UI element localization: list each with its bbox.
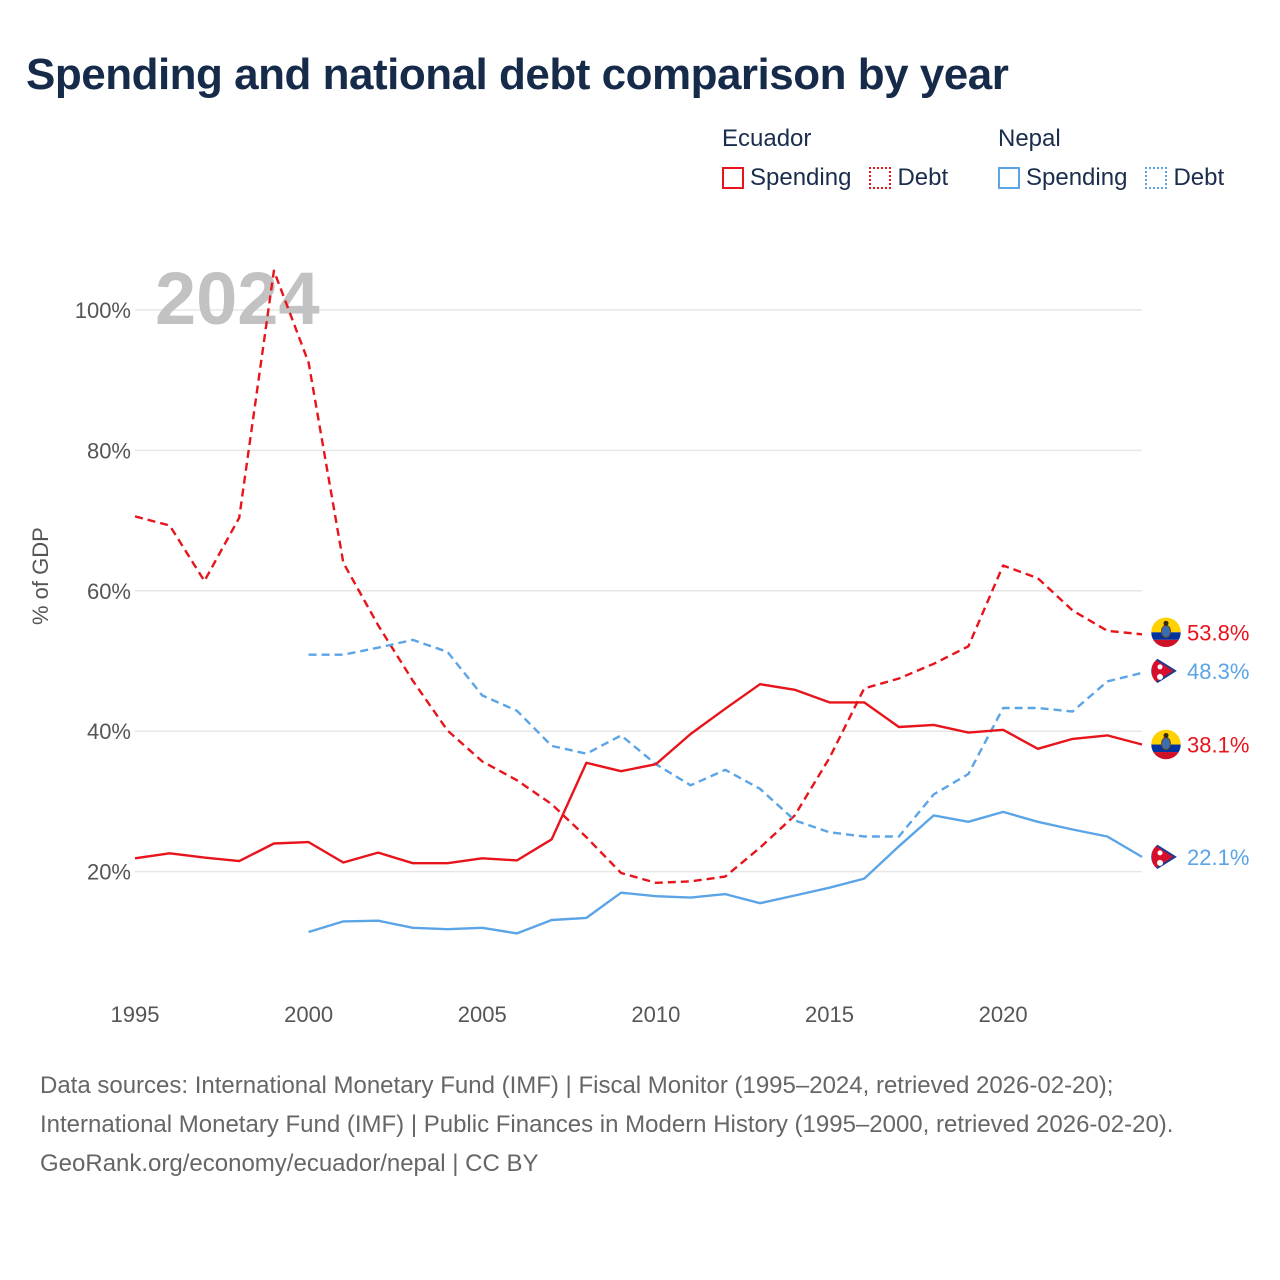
legend-item-label: Debt — [1173, 164, 1225, 191]
flag-stripe — [1151, 752, 1181, 760]
ecuador-flag-icon — [1150, 617, 1182, 648]
flag-sun — [1157, 673, 1163, 680]
dotted-swatch-icon — [869, 167, 892, 189]
footer: Data sources: International Monetary Fun… — [40, 1066, 1240, 1183]
end-value-label: 48.3% — [1187, 659, 1249, 684]
nepal-spending-line — [308, 810, 1143, 935]
flag-border — [1150, 655, 1182, 687]
solid-swatch-icon — [722, 167, 744, 189]
x-tick-label: 2010 — [631, 1002, 680, 1027]
flag-stripe — [1151, 639, 1181, 648]
flag-emblem — [1161, 737, 1171, 751]
end-value-label: 38.1% — [1187, 733, 1249, 758]
x-tick-label: 2005 — [458, 1002, 507, 1027]
flag-border — [1150, 617, 1182, 648]
nepal-flag-icon — [1150, 655, 1182, 687]
nepal-debt-line — [308, 638, 1143, 838]
flag-border — [1150, 841, 1182, 873]
legend-item-label: Spending — [1026, 164, 1128, 191]
legend-item-label: Spending — [750, 164, 852, 191]
ecuador-spending-line — [134, 683, 1143, 865]
end-value-label: 22.1% — [1187, 845, 1249, 870]
flag-emblem-condor — [1163, 733, 1169, 739]
flag-emblem-condor — [1163, 620, 1169, 626]
dotted-swatch-icon — [1145, 167, 1168, 189]
legend-group-name: Nepal — [998, 125, 1061, 152]
x-axis-ticks: 1995 2000 2005 2010 2015 2020 — [111, 1002, 1028, 1027]
y-tick-label: 60% — [87, 579, 131, 604]
end-value-label: 53.8% — [1187, 620, 1249, 645]
end-labels: 53.8% 48.3% 38.1% 22.1% — [1150, 617, 1249, 873]
legend-item-nepal-debt[interactable]: Debt — [1145, 164, 1224, 192]
y-axis-ticks: 20% 40% 60% 80% 100% — [75, 298, 131, 885]
y-tick-label: 80% — [87, 438, 131, 463]
flag-fill — [1151, 617, 1181, 648]
legend-item-ecuador-spending[interactable]: Spending — [722, 164, 851, 192]
nepal-flag-icon — [1150, 841, 1182, 873]
credit-link[interactable]: GeoRank.org/economy/ecuador/nepal | CC B… — [40, 1150, 539, 1177]
flag-pennant — [1151, 655, 1177, 686]
grid — [135, 309, 1142, 873]
flag-emblem — [1161, 624, 1171, 638]
flag-border — [1150, 729, 1182, 760]
x-tick-label: 2015 — [805, 1002, 854, 1027]
legend-group-ecuador: Ecuador Spending Debt — [722, 122, 966, 192]
line-chart: 20% 40% 60% 80% 100% 1995 2000 2005 2010 2015 202… — [75, 257, 1250, 1027]
legend-group-name: Ecuador — [722, 125, 812, 152]
year-overlay: 2024 — [155, 257, 320, 340]
flag-pennant — [1151, 841, 1177, 872]
series — [134, 269, 1143, 935]
flag-fill — [1151, 729, 1181, 760]
flag-moon — [1157, 664, 1163, 670]
legend-item-ecuador-debt[interactable]: Debt — [869, 164, 948, 192]
legend-item-nepal-spending[interactable]: Spending — [998, 164, 1127, 192]
legend-group-nepal: Nepal Spending Debt — [998, 122, 1224, 192]
data-sources: Data sources: International Monetary Fun… — [40, 1072, 1174, 1138]
ecuador-debt-line — [134, 269, 1143, 884]
flag-fill — [1151, 655, 1181, 686]
flag-fill — [1151, 841, 1181, 872]
chart-title: Spending and national debt comparison by… — [26, 50, 1009, 99]
flag-sun — [1157, 859, 1163, 866]
legend-item-label: Debt — [897, 164, 949, 191]
y-tick-label: 20% — [87, 860, 131, 885]
flag-moon — [1157, 850, 1163, 856]
y-tick-label: 40% — [87, 719, 131, 744]
solid-swatch-icon — [998, 167, 1020, 189]
ecuador-flag-icon — [1150, 729, 1182, 760]
x-tick-label: 2000 — [284, 1002, 333, 1027]
y-tick-label: 100% — [75, 298, 131, 323]
x-tick-label: 1995 — [111, 1002, 160, 1027]
x-tick-label: 2020 — [979, 1002, 1028, 1027]
